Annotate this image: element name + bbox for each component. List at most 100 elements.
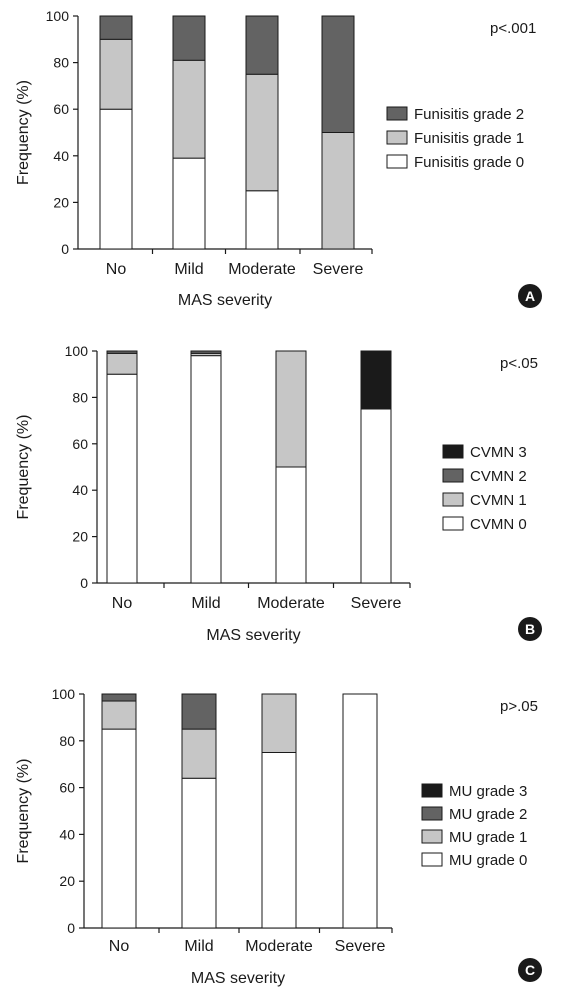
y-tick-label: 80	[53, 55, 69, 71]
y-tick-label: 80	[59, 733, 75, 749]
bar-segment-no-s2	[106, 350, 138, 354]
x-axis-label: MAS severity	[191, 970, 285, 987]
bar-segment-no-s0	[99, 108, 133, 250]
x-tick-label: Severe	[313, 261, 364, 278]
legend-swatch	[442, 516, 464, 531]
panel-badge	[518, 284, 542, 308]
y-tick-label: 40	[72, 482, 88, 498]
y-tick-label: 40	[53, 148, 69, 164]
x-tick-label: Moderate	[257, 595, 325, 612]
y-tick-label: 20	[59, 873, 75, 889]
panel-badge-letter: B	[525, 621, 535, 637]
legend-entry: CVMN 0	[470, 516, 527, 533]
y-axis-label: Frequency (%)	[15, 80, 32, 185]
y-tick-label: 100	[46, 8, 70, 24]
legend-entry: Funisitis grade 1	[414, 130, 524, 147]
bar-segment-no-s0	[106, 373, 138, 584]
legend-entry: Funisitis grade 0	[414, 154, 524, 171]
y-tick-label: 0	[61, 241, 69, 257]
legend: MU grade 3 MU grade 2 MU grade 1 MU grade 0	[421, 783, 527, 869]
x-tick-label: Severe	[335, 938, 386, 955]
legend-entry: Funisitis grade 2	[414, 106, 524, 123]
bar-segment-no-s2	[101, 693, 137, 702]
bar-segment-moderate-s0	[245, 190, 279, 250]
legend-swatch	[442, 468, 464, 483]
legend: CVMN 3 CVMN 2 CVMN 1 CVMN 0	[442, 444, 527, 533]
legend-entry: MU grade 0	[449, 852, 527, 869]
y-tick-label: 40	[59, 826, 75, 842]
bar-segment-mild-s2	[181, 693, 217, 730]
bar-segment-no-s1	[101, 700, 137, 730]
chart-panel-b: 0 20 40 60 80 100 No Mild Moderate Severe MAS seve…	[15, 343, 542, 644]
legend-swatch	[386, 106, 408, 121]
legend-entry: MU grade 2	[449, 806, 527, 823]
chart-panel-a: 0 20 40 60 80 100 No Mild Moderate Severe MAS seve…	[15, 8, 542, 309]
y-tick-label: 100	[52, 686, 76, 702]
panel-badge-letter: C	[525, 962, 535, 978]
bar-segment-no-s2	[99, 15, 133, 40]
x-tick-label: Mild	[184, 938, 213, 955]
bar-segment-no-s1	[99, 38, 133, 110]
y-tick-label: 60	[72, 436, 88, 452]
bar-segment-no-s1	[106, 352, 138, 375]
x-tick-label: No	[106, 261, 127, 278]
legend: Funisitis grade 2 Funisitis grade 1 Funisi…	[386, 106, 524, 171]
legend-entry: MU grade 3	[449, 783, 527, 800]
panel-badge-letter: A	[525, 288, 535, 304]
bar-segment-moderate-s0	[261, 752, 297, 929]
x-axis-label: MAS severity	[206, 627, 300, 644]
legend-entry: CVMN 2	[470, 468, 527, 485]
y-tick-label: 20	[53, 194, 69, 210]
legend-swatch	[386, 154, 408, 169]
bar-segment-mild-s0	[190, 355, 222, 584]
x-tick-label: Severe	[351, 595, 402, 612]
bar-segment-mild-s1	[172, 59, 206, 159]
legend-swatch	[442, 492, 464, 507]
bar-segment-no-s0	[101, 728, 137, 929]
x-tick-label: No	[112, 595, 133, 612]
panel-badge	[518, 617, 542, 641]
bar-segment-moderate-s2	[245, 15, 279, 75]
bar-segment-severe-s0	[342, 693, 378, 929]
y-tick-label: 100	[65, 343, 89, 359]
x-tick-label: No	[109, 938, 130, 955]
panel-badge	[518, 958, 542, 982]
bar-segment-moderate-s1	[275, 350, 307, 468]
bar-segment-mild-s2	[172, 15, 206, 61]
bar-segment-severe-s0	[360, 408, 392, 584]
bar-segment-mild-s1	[181, 728, 217, 779]
legend-swatch	[421, 783, 443, 798]
legend-entry: MU grade 1	[449, 829, 527, 846]
bar-segment-moderate-s1	[261, 693, 297, 753]
x-axis-label: MAS severity	[178, 292, 272, 309]
bar-segment-moderate-s1	[245, 73, 279, 192]
bar-segment-severe-s3	[360, 350, 392, 410]
legend-swatch	[421, 852, 443, 867]
x-tick-label: Moderate	[245, 938, 313, 955]
bar-segment-mild-s2	[190, 350, 222, 354]
x-tick-label: Mild	[191, 595, 220, 612]
legend-swatch	[421, 829, 443, 844]
bar-segment-severe-s1	[321, 132, 355, 250]
legend-swatch	[386, 130, 408, 145]
bar-segment-moderate-s0	[275, 466, 307, 584]
chart-panel-c: 0 20 40 60 80 100 No Mild Moderate Severe MAS seve…	[15, 686, 542, 987]
p-value-label: p<.05	[500, 355, 538, 372]
bar-segment-mild-s0	[181, 777, 217, 929]
y-axis-label: Frequency (%)	[15, 415, 32, 520]
y-tick-label: 60	[53, 101, 69, 117]
y-axis-label: Frequency (%)	[15, 759, 32, 864]
legend-entry: CVMN 1	[470, 492, 527, 509]
y-tick-label: 20	[72, 529, 88, 545]
y-tick-label: 80	[72, 389, 88, 405]
bar-segment-severe-s2	[321, 15, 355, 133]
y-tick-label: 60	[59, 780, 75, 796]
p-value-label: p>.05	[500, 698, 538, 715]
x-tick-label: Moderate	[228, 261, 296, 278]
x-tick-label: Mild	[174, 261, 203, 278]
y-tick-label: 0	[67, 920, 75, 936]
bar-segment-mild-s0	[172, 157, 206, 250]
p-value-label: p<.001	[490, 20, 536, 37]
legend-entry: CVMN 3	[470, 444, 527, 461]
